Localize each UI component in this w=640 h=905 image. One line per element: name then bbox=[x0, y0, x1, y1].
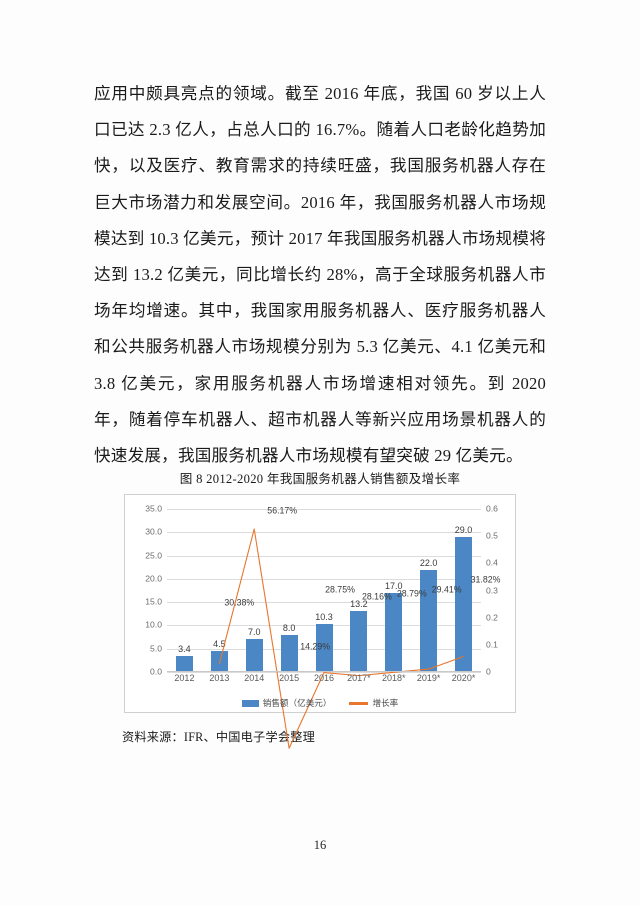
growth-rate-label: 31.82% bbox=[470, 574, 501, 585]
x-axis-tick: 2012 bbox=[174, 673, 195, 683]
y-axis-tick-right: 0 bbox=[486, 666, 491, 677]
growth-rate-label: 28.79% bbox=[396, 588, 427, 599]
y-axis-tick-right: 0.4 bbox=[486, 558, 498, 569]
y-axis-tick-right: 0.5 bbox=[486, 530, 498, 541]
bar-2014 bbox=[245, 639, 263, 672]
bar-value-label: 7.0 bbox=[247, 627, 261, 638]
growth-rate-label: 14.29% bbox=[300, 641, 331, 652]
y-axis-tick-right: 0.3 bbox=[486, 585, 498, 596]
bar-slot: 3.4 bbox=[167, 509, 202, 672]
x-axis-tick: 2015 bbox=[279, 673, 300, 683]
bar-value-label: 10.3 bbox=[315, 612, 333, 623]
y-axis-tick-left: 30.0 bbox=[145, 526, 162, 537]
bar-2020* bbox=[455, 536, 473, 672]
legend-item-growth: 增长率 bbox=[349, 699, 398, 708]
bar-value-label: 4.5 bbox=[213, 639, 226, 650]
y-axis-tick-right: 0.2 bbox=[486, 612, 498, 623]
bar-2015 bbox=[280, 634, 298, 672]
figure-source: 资料来源：IFR、中国电子学会整理 bbox=[122, 730, 315, 744]
x-axis-tick: 2014 bbox=[244, 673, 265, 683]
body-text-block: 应用中颇具亮点的领域。截至 2016 年底，我国 60 岁以上人口已达 2.3 … bbox=[94, 76, 546, 474]
bar-value-label: 29.0 bbox=[454, 524, 473, 535]
x-axis-tick: 2019* bbox=[416, 673, 441, 683]
bar-value-label: 22.0 bbox=[419, 557, 438, 568]
bar-2012 bbox=[175, 656, 193, 672]
bar-slot: 4.5 bbox=[202, 509, 237, 672]
figure-block: 图 8 2012-2020 年我国服务机器人销售额及增长率 0.0 5.0 10.0… bbox=[94, 470, 546, 745]
y-axis-tick-left: 20.0 bbox=[145, 573, 162, 584]
x-axis-tick: 2016 bbox=[313, 673, 335, 683]
y-axis-tick-right: 0.6 bbox=[486, 503, 498, 514]
bar-value-label: 8.0 bbox=[282, 622, 296, 633]
legend-label-sales: 销售额（亿美元） bbox=[262, 698, 332, 709]
bar-value-label: 3.4 bbox=[178, 644, 191, 655]
growth-rate-label: 28.75% bbox=[325, 584, 355, 595]
bar-slot: 7.0 bbox=[237, 509, 272, 672]
bar-2017* bbox=[350, 610, 368, 672]
x-axis-tick: 2017* bbox=[347, 673, 371, 683]
bar-2018* bbox=[385, 592, 403, 672]
legend-item-sales: 销售额（亿美元） bbox=[241, 698, 332, 709]
x-axis-tick: 2013 bbox=[209, 673, 230, 683]
x-axis-tick: 2020* bbox=[451, 673, 476, 683]
y-axis-tick-right: 0.1 bbox=[486, 639, 498, 650]
bar-2013 bbox=[210, 651, 228, 672]
chart-container: 0.0 5.0 10.0 15.0 20.0 25.0 30.0 35.0 0 0.1 0.2 0.… bbox=[124, 494, 516, 713]
bar-swatch-icon bbox=[241, 700, 259, 708]
chart-plot-area: 0.0 5.0 10.0 15.0 20.0 25.0 30.0 35.0 0 0.1 0.2 0.… bbox=[145, 505, 500, 672]
figure-title: 图 8 2012-2020 年我国服务机器人销售额及增长率 bbox=[179, 472, 461, 486]
y-axis-tick-left: 35.0 bbox=[145, 503, 162, 514]
y-axis-tick-left: 15.0 bbox=[145, 596, 162, 607]
growth-rate-label: 30.38% bbox=[224, 598, 255, 609]
chart-axis-baseline bbox=[167, 671, 481, 672]
line-swatch-icon bbox=[349, 702, 369, 705]
chart-legend: 销售额（亿美元） 增长率 bbox=[125, 699, 515, 708]
growth-rate-label: 29.41% bbox=[431, 584, 462, 595]
page-number: 16 bbox=[313, 838, 327, 852]
chart-x-axis: 2012 2013 2014 2015 2016 2017* 2018* 2019* 2020* bbox=[167, 674, 481, 688]
y-axis-tick-left: 25.0 bbox=[145, 550, 162, 561]
x-axis-tick: 2018* bbox=[382, 673, 406, 683]
y-axis-tick-left: 0.0 bbox=[150, 666, 162, 677]
y-axis-tick-left: 10.0 bbox=[145, 620, 162, 631]
legend-label-growth: 增长率 bbox=[372, 698, 399, 709]
y-axis-tick-left: 5.0 bbox=[150, 643, 162, 654]
grid-line bbox=[167, 509, 481, 510]
body-paragraph: 应用中颇具亮点的领域。截至 2016 年底，我国 60 岁以上人口已达 2.3 … bbox=[94, 84, 546, 466]
growth-rate-label: 56.17% bbox=[267, 505, 298, 516]
growth-rate-label: 28.16% bbox=[361, 592, 392, 603]
